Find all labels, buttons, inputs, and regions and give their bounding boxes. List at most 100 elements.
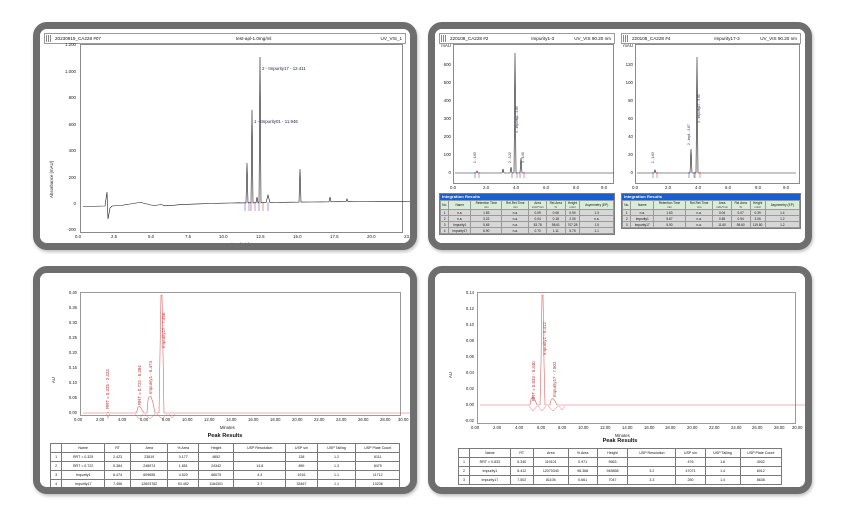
integration-results-table-b: Integration Results No. Name Retention T… xyxy=(621,193,801,230)
peak-label-impurity1-bl: Impurity1 - 6.474 xyxy=(148,361,153,394)
peak-results-title-bl: Peak Results xyxy=(207,433,243,439)
table-row: 1 RRT = 0.325 2.423 23819 0.177 4852 138 1.2 611… xyxy=(49,452,400,462)
th-usp-tailing: USP Tailing xyxy=(704,448,741,458)
th-name: Name xyxy=(469,448,511,458)
chromatogram-trace-trb: 1 - 1.63 2 - Imp1 - 5.67 3 - Impurity17 … xyxy=(637,56,796,178)
plot-area-bl: RRT = 0.325 - 2.423 RRT = 0.722 - 5.384 … xyxy=(80,292,410,420)
th-area: Area mAU*min xyxy=(528,199,548,211)
svg-text:1 - 1.83: 1 - 1.83 xyxy=(473,152,477,163)
integration-table-a: No. Name Retention Time min Rel.Ret.Time m… xyxy=(439,199,614,235)
peak-label-rrt0722-bl: RRT = 0.722 - 5.384 xyxy=(137,365,142,405)
chromatogram-title-bar: 20230919_CA228 #07 test-apl-1.0mg/ml UV_… xyxy=(44,33,406,44)
table-row: 1 n.a. 1.83 n.a. 0.09 0.06 0.90 1.3 xyxy=(439,209,614,217)
table-row: 2 Impurity1 6.412 12070340 98.368 945858 3.2 47… xyxy=(457,466,783,476)
th-idx xyxy=(49,443,63,453)
x-axis-ticks-bl: 0.00 2.00 4.00 6.00 8.00 10.00 12.00 14.… xyxy=(74,417,409,422)
svg-text:3 - Impurity17 - 5.90: 3 - Impurity17 - 5.90 xyxy=(697,94,701,123)
table-row: 3 Impurity17 7.502 81106 0.661 7047 3.3 250 1.4 8… xyxy=(457,475,783,485)
th-height: Height xyxy=(198,443,235,453)
peak-label-impurity1-br: Impurity1 - 6.412 xyxy=(542,322,547,355)
y-axis-ticks-bl: 0.40 0.35 0.30 0.25 0.20 0.15 0.10 0.05 … xyxy=(68,290,77,415)
svg-text:3 - Impurity1 - 5.65: 3 - Impurity1 - 5.65 xyxy=(515,106,519,133)
plot-area-trb: 1 - 1.63 2 - Imp1 - 5.67 3 - Impurity17 … xyxy=(635,44,800,184)
th-usp-plate-count: USP Plate Count xyxy=(739,448,783,458)
panel-bottom-left-inner: AU 0.40 0.35 0.30 0.25 0.20 0.15 0.10 0.… xyxy=(40,273,410,487)
peak-label-impurity17-tl: 2 - Impurity17 - 12.411 xyxy=(262,66,306,71)
th-area: Area xyxy=(532,448,569,458)
chromatogram-trace-tl xyxy=(82,56,410,220)
svg-text:2 - Imp1 - 5.67: 2 - Imp1 - 5.67 xyxy=(687,124,691,145)
chromeleon-view-impurity1: 220108_CA228 #2 Impurity1-3 UV_VIS 90.20… xyxy=(439,33,615,239)
th-area: Area mAU*min xyxy=(712,199,732,211)
table-row: 3 Impurity17 5.90 n.a. 11.60 98.60 119.80 1.2 xyxy=(621,221,801,229)
title-detector-channel: UV_VIS_1 xyxy=(380,36,402,41)
th-no: No. xyxy=(439,199,450,211)
title-detector-channel-b: UV_VIS 90.20 nm xyxy=(760,36,797,41)
integration-results-title-b: Integration Results xyxy=(622,194,800,200)
table-row: 3 Impurity1 6.474 609655 4.520 66675 4.3 1916 1.… xyxy=(49,470,400,480)
y-axis-ticks-br: 0.14 0.12 0.10 0.08 0.06 0.04 0.02 0.00 … xyxy=(464,290,474,423)
th-asym: Asymmetry (EP) xyxy=(764,199,801,211)
th-name: Name xyxy=(448,199,472,211)
title-sample-name-a: Impurity1-3 xyxy=(531,36,555,41)
th-rt: Retention Time min xyxy=(470,199,503,211)
drag-handle-icon[interactable] xyxy=(441,35,446,42)
peak-results-table-bl: Name RT Area % Area Height USP Resolutio… xyxy=(49,443,400,487)
th-height: Height xyxy=(596,448,629,458)
table-row: 4 Impurity17 6.90 n.a. 0.70 1.11 5.75 1.1 xyxy=(439,227,614,235)
table-row: 4 Impurity17 7.456 12603762 93.452 1164301 3.7… xyxy=(49,479,400,487)
th-idx xyxy=(457,448,471,458)
peak-label-impurity01-tl: 1 - Impurity01 - 11.946 xyxy=(254,119,298,124)
th-usp-tailing: USP Tailing xyxy=(316,443,357,453)
x-axis-ticks-tra: 0.0 2.0 4.0 6.0 8.0 9.0 xyxy=(450,185,608,190)
x-axis-ticks-trb: 0.0 2.0 4.0 6.0 8.0 9.0 xyxy=(632,185,790,190)
chromatogram-title-bar-a: 220108_CA228 #2 Impurity1-3 UV_VIS 90.20… xyxy=(439,33,615,44)
y-axis-ticks-trb: mAU 120 100 80 60 40 20 0 xyxy=(623,43,633,175)
th-asym: Asymmetry (EP) xyxy=(579,199,614,211)
table-row: 3 Impurity1 5.65 n.a. 53.78 98.61 707.28 1.5 xyxy=(439,221,614,229)
th-rrt: Rel.Ret.Time min xyxy=(684,199,714,211)
panel-bottom-right-inner: AU 0.14 0.12 0.10 0.08 0.06 0.04 0.02 0.… xyxy=(435,273,805,487)
peak-label-rrt0325-bl: RRT = 0.325 - 2.423 xyxy=(105,369,110,409)
title-detector-channel-a: UV_VIS 90.20 nm xyxy=(574,36,611,41)
x-axis-label-tl: Time [min] xyxy=(229,242,249,243)
th-pct-area: % Area xyxy=(567,448,598,458)
chromatogram-trace-bl xyxy=(83,294,410,420)
title-sample-id-a: 220108_CA228 #2 xyxy=(450,36,489,41)
th-rt: Retention Time min xyxy=(653,199,686,211)
table-header-row-b: No. Name Retention Time min Rel.Ret.Time m… xyxy=(621,199,801,211)
chromeleon-view-sample: 20230919_CA228 #07 test-apl-1.0mg/ml UV_… xyxy=(44,33,410,243)
integration-results-table-a: Integration Results No. Name Retention T… xyxy=(439,193,615,236)
peak-results-table-br: Name RT Area % Area Height USP Resolutio… xyxy=(457,448,783,485)
title-sample-id: 20230919_CA228 #07 xyxy=(55,36,101,41)
th-pct-area: % Area xyxy=(167,443,200,453)
drag-handle-icon[interactable] xyxy=(46,35,51,42)
th-name: Name xyxy=(630,199,655,211)
x-axis-ticks-br: 0.00 2.00 4.00 6.00 8.00 10.00 12.00 14.… xyxy=(471,425,803,430)
results-table-bl: Name RT Area % Area Height USP Resolutio… xyxy=(49,443,400,487)
title-sample-name-b: Impurity17-3 xyxy=(714,36,740,41)
integration-table-b: No. Name Retention Time min Rel.Ret.Time m… xyxy=(621,199,801,229)
th-area: Area xyxy=(130,443,169,453)
th-usp-sn: USP s/n xyxy=(285,443,318,453)
panel-top-right: 220108_CA228 #2 Impurity1-3 UV_VIS 90.20… xyxy=(428,22,812,250)
th-height: Height mAU xyxy=(749,199,766,211)
peak-label-rrt0833-br: RRT = 0.833 - 5.340 xyxy=(531,361,536,401)
th-name: Name xyxy=(61,443,105,453)
th-usp-plate-count: USP Plate Count xyxy=(355,443,400,453)
th-usp-sn: USP s/n xyxy=(675,448,706,458)
panel-top-left-inner: 20230919_CA228 #07 test-apl-1.0mg/ml UV_… xyxy=(40,29,410,243)
x-axis-ticks-tl: 0.0 2.5 5.0 7.5 10.0 12.5 15.0 17.5 20.0… xyxy=(75,234,410,239)
th-rt: RT xyxy=(103,443,132,453)
x-axis-label-br: Minutes xyxy=(615,433,630,438)
th-relarea: Rel.Area% xyxy=(546,199,566,211)
chromatogram-trace-br xyxy=(480,294,805,412)
th-relarea: Rel.Area% xyxy=(730,199,751,211)
chromatogram-trace-tra: 1 - 1.83 2 - 3.22 3 - Impurity1 - 5.65 4… xyxy=(455,52,614,178)
y-axis-ticks-tl: 1.200 1.000 800 600 400 200 0 -200 xyxy=(65,42,76,232)
drag-handle-icon[interactable] xyxy=(623,35,628,42)
plot-area-tra: 1 - 1.83 2 - 3.22 3 - Impurity1 - 5.65 4… xyxy=(453,44,614,184)
table-row: 2 Impurity1 5.67 n.a. 0.55 0.94 3.06 1.2 xyxy=(621,215,801,223)
th-rt: RT xyxy=(509,448,534,458)
th-usp-resolution: USP Resolution xyxy=(233,443,287,453)
